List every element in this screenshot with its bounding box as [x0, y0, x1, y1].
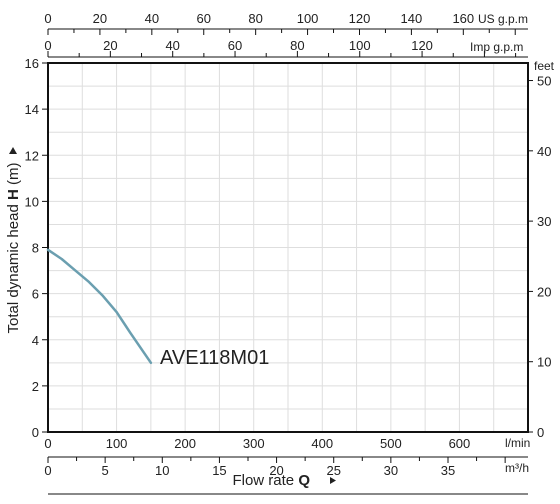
- lmin-tick-label: 100: [106, 436, 128, 451]
- y-tick-label: 6: [32, 287, 39, 302]
- y-axis-arrow-icon: [9, 147, 17, 154]
- m3h-tick-label: 35: [441, 463, 455, 478]
- usgpm-tick-label: 120: [349, 11, 371, 26]
- unit-feet: feet: [534, 59, 555, 73]
- m3h-tick-label: 15: [212, 463, 226, 478]
- m3h-tick-label: 25: [326, 463, 340, 478]
- y-axis-label-group: Total dynamic head H (m): [5, 147, 22, 333]
- feet-tick-label: 30: [537, 214, 551, 229]
- usgpm-tick-label: 60: [197, 11, 211, 26]
- m3h-tick-label: 5: [102, 463, 109, 478]
- lmin-tick-label: 600: [449, 436, 471, 451]
- y-tick-label: 10: [25, 194, 39, 209]
- feet-tick-label: 0: [537, 425, 544, 440]
- unit-m3h: m³/h: [505, 461, 529, 475]
- y-tick-label: 0: [32, 425, 39, 440]
- usgpm-tick-label: 40: [145, 11, 159, 26]
- y-axis-label: Total dynamic head H (m): [5, 163, 22, 334]
- lmin-tick-label: 0: [44, 436, 51, 451]
- impgpm-tick-label: 40: [165, 38, 179, 53]
- usgpm-tick-label: 160: [452, 11, 474, 26]
- m3h-tick-label: 10: [155, 463, 169, 478]
- lmin-tick-label: 400: [311, 436, 333, 451]
- grid-lines: [48, 63, 528, 432]
- unit-lmin: l/min: [505, 436, 530, 450]
- unit-usgpm: US g.p.m: [478, 12, 528, 26]
- y-tick-label: 12: [25, 148, 39, 163]
- lmin-tick-label: 500: [380, 436, 402, 451]
- impgpm-tick-label: 80: [290, 38, 304, 53]
- feet-tick-label: 40: [537, 144, 551, 159]
- y-tick-label: 2: [32, 379, 39, 394]
- y-tick-label: 16: [25, 56, 39, 71]
- y-tick-label: 8: [32, 241, 39, 256]
- feet-tick-label: 20: [537, 284, 551, 299]
- usgpm-tick-label: 140: [401, 11, 423, 26]
- impgpm-tick-label: 120: [411, 38, 433, 53]
- series-label: AVE118M01: [160, 347, 269, 369]
- y-tick-label: 4: [32, 333, 39, 348]
- series-line: [46, 248, 153, 365]
- lmin-tick-label: 200: [174, 436, 196, 451]
- impgpm-tick-label: 60: [228, 38, 242, 53]
- lmin-tick-label: 300: [243, 436, 265, 451]
- m3h-tick-label: 30: [384, 463, 398, 478]
- feet-tick-label: 10: [537, 355, 551, 370]
- usgpm-tick-label: 0: [44, 11, 51, 26]
- feet-tick-label: 50: [537, 74, 551, 89]
- x-axis-label: Flow rate Q: [232, 472, 310, 489]
- y-tick-label: 14: [25, 102, 39, 117]
- x-axis-arrow-icon: [330, 477, 336, 484]
- usgpm-tick-label: 80: [248, 11, 262, 26]
- impgpm-tick-label: 0: [44, 38, 51, 53]
- m3h-tick-label: 0: [44, 463, 51, 478]
- m3h-tick-label: 20: [269, 463, 283, 478]
- usgpm-tick-label: 100: [297, 11, 319, 26]
- impgpm-tick-label: 100: [349, 38, 371, 53]
- unit-impgpm: Imp g.p.m: [470, 40, 523, 54]
- usgpm-tick-label: 20: [93, 11, 107, 26]
- series-layer: [46, 248, 153, 365]
- impgpm-tick-label: 20: [103, 38, 117, 53]
